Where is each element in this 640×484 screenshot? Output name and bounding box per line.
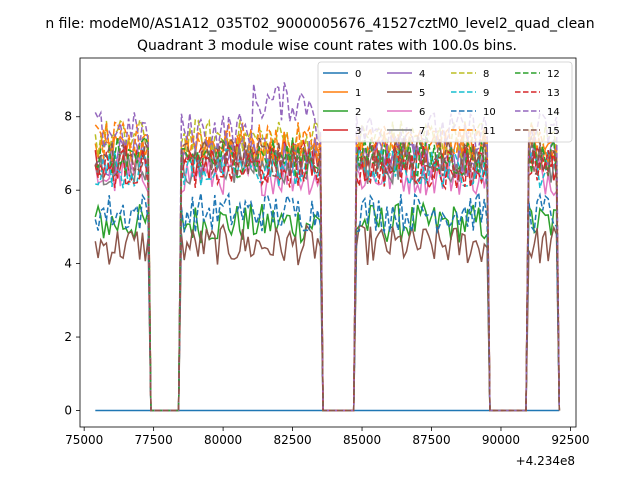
legend-label-0: 0 (355, 69, 361, 80)
x-tick-label: 85000 (343, 433, 381, 447)
series-line-15 (94, 134, 561, 412)
legend-label-12: 12 (547, 69, 560, 80)
x-tick-label: 80000 (204, 433, 242, 447)
legend-label-3: 3 (355, 126, 361, 137)
legend-label-15: 15 (547, 126, 560, 137)
legend-label-11: 11 (483, 126, 496, 137)
x-tick-label: 75000 (65, 433, 103, 447)
plot-area (94, 82, 561, 412)
legend-label-9: 9 (483, 88, 489, 99)
x-tick-label: 92500 (551, 433, 589, 447)
legend-label-5: 5 (419, 88, 425, 99)
legend-label-2: 2 (355, 107, 361, 118)
y-tick-label: 2 (64, 330, 72, 344)
axes-frame (79, 57, 577, 428)
legend-label-4: 4 (419, 69, 425, 80)
legend-label-6: 6 (419, 107, 425, 118)
x-tick-label: 77500 (135, 433, 173, 447)
x-tick-label: 90000 (482, 433, 520, 447)
y-tick-label: 8 (64, 110, 72, 124)
figure-suptitle: n file: modeM0/AS1A12_035T02_9000005676_… (45, 16, 594, 32)
legend-label-10: 10 (483, 107, 496, 118)
legend-box (317, 61, 573, 143)
chart-title: Quadrant 3 module wise count rates with … (137, 38, 517, 54)
x-offset-label: +4.234e8 (516, 454, 575, 468)
legend-label-7: 7 (419, 126, 425, 137)
legend-label-14: 14 (547, 107, 560, 118)
legend-label-13: 13 (547, 88, 560, 99)
axes: 75000 77500 80000 82500 85000 87500 90000 92500… (64, 57, 590, 447)
y-tick-label: 4 (64, 257, 72, 271)
legend-label-1: 1 (355, 88, 361, 99)
x-tick-label: 82500 (273, 433, 311, 447)
x-tick-label: 87500 (412, 433, 450, 447)
y-tick-label: 0 (64, 403, 72, 417)
legend-label-8: 8 (483, 69, 489, 80)
y-tick-label: 6 (64, 183, 72, 197)
